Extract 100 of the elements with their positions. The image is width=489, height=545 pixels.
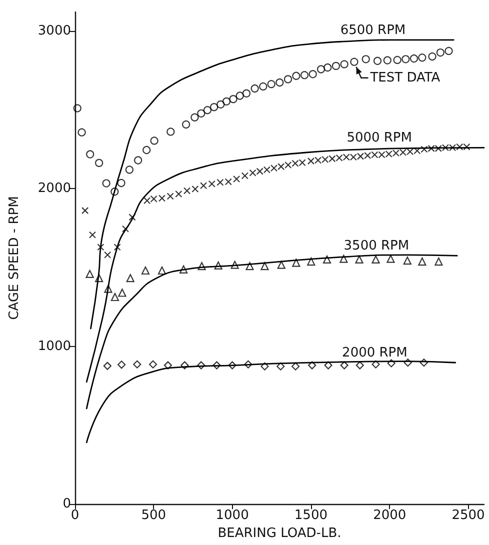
annotation: 6500 RPM xyxy=(340,22,406,38)
point xyxy=(260,362,269,370)
point xyxy=(284,75,292,84)
point xyxy=(95,158,104,167)
point xyxy=(214,261,222,270)
point xyxy=(434,257,443,266)
point xyxy=(228,361,236,370)
point xyxy=(308,361,316,370)
point xyxy=(373,56,382,65)
point xyxy=(414,147,421,154)
annotation: 3500 RPM xyxy=(344,238,410,254)
point xyxy=(216,178,224,186)
point xyxy=(428,52,436,61)
point xyxy=(117,178,126,188)
point xyxy=(182,120,190,129)
point xyxy=(110,188,119,196)
point xyxy=(356,152,364,160)
point xyxy=(418,54,426,62)
x-tick-label: 2000 xyxy=(373,508,406,524)
point xyxy=(328,155,336,162)
y-tick-label: 3000 xyxy=(38,23,71,38)
annotation: 2000 RPM xyxy=(342,346,408,361)
point xyxy=(203,106,212,114)
point xyxy=(166,128,175,136)
point xyxy=(291,362,300,370)
point xyxy=(110,292,120,302)
point xyxy=(95,274,104,282)
point xyxy=(298,159,306,166)
y-tick-label: 1000 xyxy=(38,338,71,354)
point xyxy=(436,48,444,57)
point xyxy=(104,284,112,293)
point xyxy=(236,92,244,100)
point xyxy=(198,262,206,270)
point xyxy=(444,46,453,56)
point xyxy=(126,274,134,282)
point xyxy=(399,148,407,156)
point xyxy=(118,288,126,297)
point xyxy=(442,144,450,152)
point xyxy=(104,251,112,258)
y-tick-label: 0 xyxy=(62,496,71,512)
point xyxy=(428,144,435,152)
x-tick-label: 1500 xyxy=(294,508,328,524)
point xyxy=(197,109,206,118)
point xyxy=(175,190,182,198)
point xyxy=(192,185,199,193)
point xyxy=(82,207,89,214)
point xyxy=(259,82,268,90)
point xyxy=(322,255,332,264)
x-tick-label: 500 xyxy=(141,508,166,524)
point xyxy=(183,187,191,194)
point xyxy=(332,62,340,70)
point xyxy=(244,360,252,368)
point xyxy=(410,54,418,63)
y-tick-label: 2000 xyxy=(38,181,71,196)
point xyxy=(434,144,442,152)
point xyxy=(256,168,264,175)
point xyxy=(241,172,248,180)
point xyxy=(78,128,86,136)
point xyxy=(148,360,158,368)
point xyxy=(230,260,239,269)
point xyxy=(307,158,315,165)
point xyxy=(118,360,126,369)
point xyxy=(212,361,221,370)
point xyxy=(322,156,329,164)
point xyxy=(420,358,428,367)
point xyxy=(292,258,300,267)
point xyxy=(324,63,332,72)
point xyxy=(246,262,254,270)
point xyxy=(456,143,464,150)
point xyxy=(125,166,134,174)
point xyxy=(150,195,158,202)
point xyxy=(143,197,151,204)
point xyxy=(164,361,172,370)
point xyxy=(166,192,174,200)
point xyxy=(372,255,380,264)
x-tick-label: 2500 xyxy=(452,508,485,524)
point xyxy=(350,154,357,161)
point xyxy=(362,55,370,64)
point xyxy=(208,180,216,188)
point xyxy=(372,360,380,368)
point xyxy=(158,194,166,202)
point xyxy=(134,156,142,164)
line-series xyxy=(90,39,454,330)
point xyxy=(300,71,309,80)
point xyxy=(371,151,378,158)
point xyxy=(406,148,414,156)
point xyxy=(224,178,232,186)
point xyxy=(402,55,410,64)
point xyxy=(340,60,348,68)
point xyxy=(420,146,428,153)
point xyxy=(393,56,402,64)
point xyxy=(385,150,392,158)
point xyxy=(114,244,121,251)
y-axis-title: CAGE SPEED - RPM xyxy=(7,196,22,320)
point xyxy=(418,257,426,266)
point xyxy=(340,361,348,370)
point xyxy=(336,154,343,162)
point xyxy=(73,104,82,112)
point xyxy=(103,362,112,370)
point xyxy=(316,65,326,74)
